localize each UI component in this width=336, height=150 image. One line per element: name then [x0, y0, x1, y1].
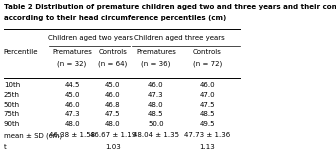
- Text: 75th: 75th: [4, 111, 20, 117]
- Text: 46.8: 46.8: [105, 102, 121, 108]
- Text: 46.0: 46.0: [200, 82, 215, 88]
- Text: 45.0: 45.0: [105, 82, 121, 88]
- Text: 47.0: 47.0: [200, 92, 215, 98]
- Text: 47.73 ± 1.36: 47.73 ± 1.36: [184, 132, 230, 138]
- Text: mean ± SD (cm): mean ± SD (cm): [4, 132, 62, 139]
- Text: Table 2 Distribution of premature children aged two and three years and their co: Table 2 Distribution of premature childr…: [4, 4, 336, 10]
- Text: 48.5: 48.5: [200, 111, 215, 117]
- Text: 46.38 ± 1.58: 46.38 ± 1.58: [49, 132, 95, 138]
- Text: 46.0: 46.0: [105, 92, 121, 98]
- Text: 47.3: 47.3: [148, 92, 164, 98]
- Text: 25th: 25th: [4, 92, 20, 98]
- Text: 50.0: 50.0: [148, 121, 164, 127]
- Text: 1.13: 1.13: [200, 144, 215, 150]
- Text: t: t: [4, 144, 6, 150]
- Text: 46.0: 46.0: [64, 102, 80, 108]
- Text: Children aged two years: Children aged two years: [47, 35, 132, 41]
- Text: 48.04 ± 1.35: 48.04 ± 1.35: [133, 132, 179, 138]
- Text: 48.5: 48.5: [148, 111, 164, 117]
- Text: Controls: Controls: [193, 49, 222, 55]
- Text: according to their head circumference percentiles (cm): according to their head circumference pe…: [4, 15, 226, 21]
- Text: 48.0: 48.0: [148, 102, 164, 108]
- Text: (n = 72): (n = 72): [193, 60, 222, 66]
- Text: 1.03: 1.03: [105, 144, 121, 150]
- Text: Prematures: Prematures: [52, 49, 92, 55]
- Text: 44.5: 44.5: [65, 82, 80, 88]
- Text: Children aged three years: Children aged three years: [134, 35, 225, 41]
- Text: Percentile: Percentile: [4, 49, 38, 55]
- Text: Prematures: Prematures: [136, 49, 176, 55]
- Text: 47.5: 47.5: [200, 102, 215, 108]
- Text: 46.0: 46.0: [148, 82, 164, 88]
- Text: Controls: Controls: [98, 49, 127, 55]
- Text: (n = 36): (n = 36): [141, 60, 171, 66]
- Text: (n = 64): (n = 64): [98, 60, 127, 66]
- Text: 10th: 10th: [4, 82, 20, 88]
- Text: 47.3: 47.3: [64, 111, 80, 117]
- Text: 47.5: 47.5: [105, 111, 121, 117]
- Text: 48.0: 48.0: [64, 121, 80, 127]
- Text: 90th: 90th: [4, 121, 20, 127]
- Text: 50th: 50th: [4, 102, 20, 108]
- Text: 45.0: 45.0: [64, 92, 80, 98]
- Text: 46.67 ± 1.19: 46.67 ± 1.19: [90, 132, 136, 138]
- Text: (n = 32): (n = 32): [57, 60, 87, 66]
- Text: 49.5: 49.5: [200, 121, 215, 127]
- Text: 48.0: 48.0: [105, 121, 121, 127]
